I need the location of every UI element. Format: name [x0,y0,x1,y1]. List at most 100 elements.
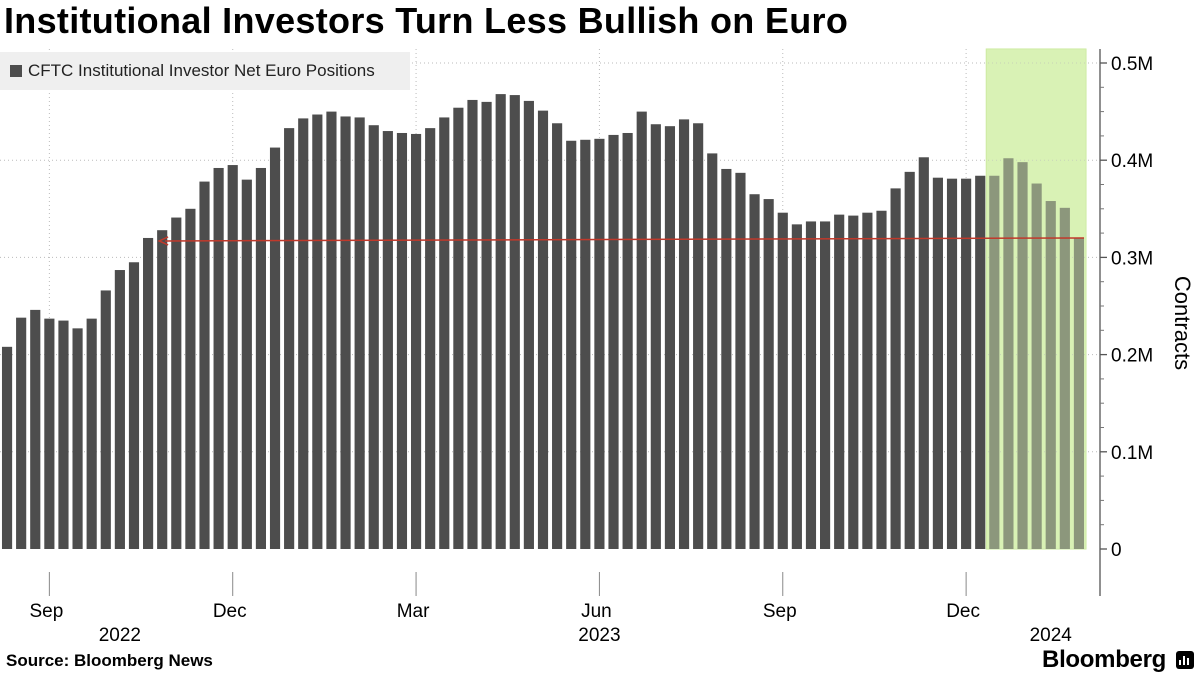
bar [128,262,140,549]
x-tick-label: Dec [213,601,247,622]
bar [989,175,1000,549]
bar [523,100,534,550]
bar [213,167,224,549]
bar [326,111,337,549]
x-year-label: 2023 [578,625,620,646]
x-tick-label: Sep [29,601,63,622]
highlight-overlay [986,49,1086,549]
bar [227,165,238,549]
bar [763,199,774,549]
bar [805,221,817,549]
bar [580,139,591,549]
bar [707,153,718,549]
x-tick-label: Mar [397,601,430,622]
bar [749,194,760,549]
bar [650,124,661,550]
bar [284,128,295,549]
bar [678,119,690,549]
bar [608,134,619,550]
bar [16,317,27,549]
y-tick-label: 0.1M [1111,443,1153,464]
x-year-label: 2022 [99,625,141,646]
bar [1017,162,1028,550]
bar [693,123,704,549]
source-note: Source: Bloomberg News [6,651,213,670]
bar [199,181,210,550]
bar [425,128,436,549]
y-tick-label: 0.3M [1111,248,1153,269]
bar [58,320,69,549]
bar [86,318,97,549]
bar [791,224,802,550]
bar [1059,207,1070,549]
bar [594,138,605,550]
y-axis-label: Contracts [1170,275,1195,371]
bar [1073,237,1085,549]
bar [664,126,676,550]
y-tick-label: 0.2M [1111,346,1153,367]
bar [368,125,379,549]
bar [495,94,506,549]
bar [1031,183,1042,549]
bar [975,175,986,549]
legend-swatch [10,65,22,77]
bar [44,318,55,549]
bar [269,147,281,549]
bar [340,116,351,550]
chart-title: Institutional Investors Turn Less Bullis… [4,0,849,41]
bar [30,309,41,549]
bar [820,221,831,549]
bar [241,179,252,549]
bar [946,178,958,549]
bar [100,290,111,549]
bar [467,99,478,549]
annotation-arrow-line [165,237,1085,242]
bar [1003,158,1014,550]
bar [396,132,408,549]
bar [862,212,873,550]
legend-label: CFTC Institutional Investor Net Euro Pos… [28,61,375,80]
bar [410,133,422,549]
y-tick-label: 0.4M [1111,151,1153,172]
bar [72,328,83,549]
annotation-arrowhead [157,236,169,246]
bar [735,172,746,549]
bar [171,217,182,549]
bar [777,212,788,550]
bar [1,346,13,549]
bar [453,107,464,549]
bar [509,95,520,550]
x-year-label: 2024 [1030,625,1073,646]
bar [382,131,393,550]
bar [312,114,323,550]
bar [918,157,929,549]
bar [721,168,732,549]
bar [354,117,365,549]
y-tick-label: 0 [1111,540,1122,561]
bar [961,178,972,549]
bar [834,214,845,549]
bar [255,167,266,549]
bar [932,177,943,550]
bar [1045,201,1056,550]
bar [298,118,309,550]
bar [439,117,450,549]
bar [185,208,196,550]
y-tick-label: 0.5M [1111,54,1153,75]
x-tick-label: Jun [581,601,612,622]
bar [636,111,647,549]
x-tick-label: Sep [763,601,797,622]
bar [143,237,154,549]
legend: CFTC Institutional Investor Net Euro Pos… [0,52,410,90]
bar [537,110,549,550]
bar [890,188,901,549]
bar [114,270,125,549]
bar [566,140,577,549]
bloomberg-bars-icon [1176,651,1194,669]
x-tick-label: Dec [946,601,980,622]
bar [552,123,563,549]
bar [848,215,859,549]
bar [157,230,168,549]
bar [481,101,492,549]
